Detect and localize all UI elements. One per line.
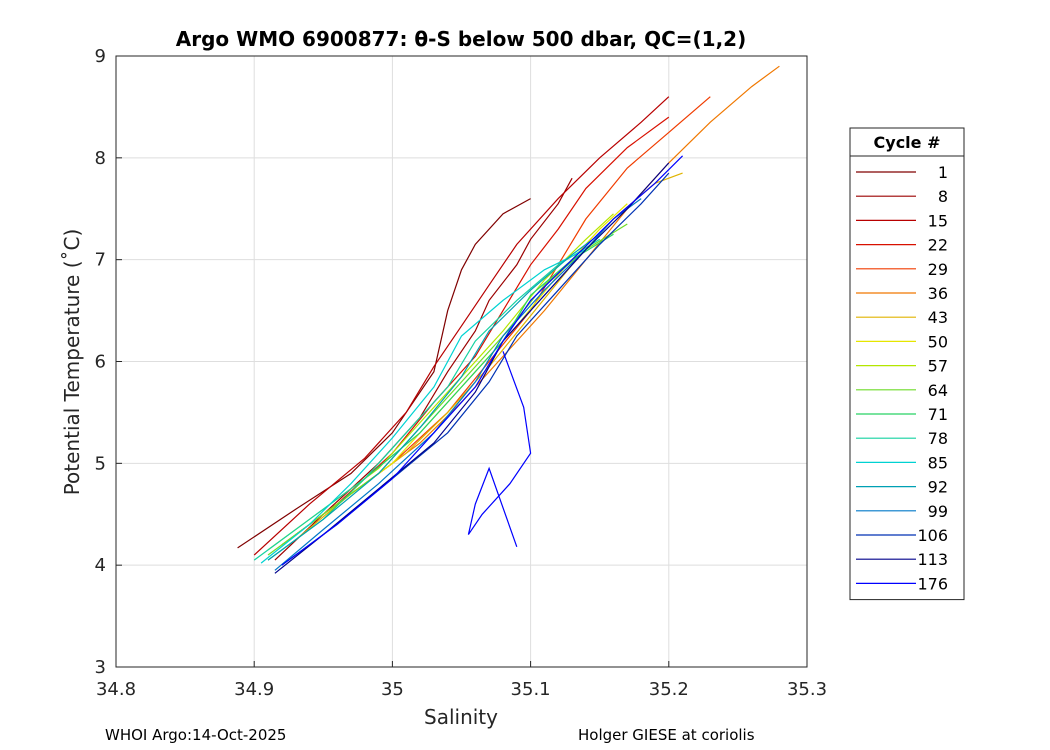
legend-title: Cycle #	[874, 133, 941, 152]
legend-label-43: 43	[928, 308, 948, 327]
legend-label-29: 29	[928, 260, 948, 279]
series-line-71	[267, 233, 614, 561]
legend-label-8: 8	[938, 187, 948, 206]
series-tail-176	[467, 351, 532, 547]
legend-label-15: 15	[928, 211, 948, 230]
series-line-1	[237, 198, 531, 549]
series-line-8	[274, 177, 573, 561]
series-line-113	[274, 162, 670, 574]
series-line-176	[281, 155, 684, 566]
legend-label-85: 85	[928, 453, 948, 472]
x-tick-label: 35.2	[649, 679, 689, 700]
x-tick-label: 34.8	[96, 679, 136, 700]
footer-left: WHOI Argo:14-Oct-2025	[105, 726, 287, 744]
legend-label-57: 57	[928, 357, 948, 376]
series-line-36	[309, 65, 780, 525]
y-tick-label: 6	[95, 352, 106, 373]
series-line-85	[260, 248, 587, 564]
legend-label-64: 64	[928, 381, 948, 400]
y-axis-label: Potential Temperature (˚C)	[60, 229, 84, 496]
legend-label-71: 71	[928, 405, 948, 424]
legend-label-99: 99	[928, 502, 948, 521]
legend-label-36: 36	[928, 284, 948, 303]
plot-area: 34.8 34.9 35 35.1 35.2 35.3 3 4 5 6 7 8 9	[95, 46, 827, 700]
axes-frame	[115, 55, 808, 668]
y-tick-label: 4	[95, 555, 106, 576]
y-tick-label: 9	[95, 46, 106, 67]
y-tick-label: 3	[95, 657, 106, 678]
footer-right: Holger GIESE at coriolis	[578, 726, 755, 744]
legend-label-106: 106	[917, 526, 948, 545]
series-line-22	[281, 116, 670, 546]
x-tick-label: 35.1	[511, 679, 551, 700]
x-tick-label: 35	[381, 679, 404, 700]
legend-label-78: 78	[928, 429, 948, 448]
legend-label-113: 113	[917, 550, 948, 569]
legend-box	[849, 127, 965, 601]
y-tick-label: 5	[95, 453, 106, 474]
series-line-99	[274, 198, 642, 571]
y-tick-label: 7	[95, 250, 106, 271]
x-tick-label: 35.3	[787, 679, 827, 700]
legend-label-92: 92	[928, 478, 948, 497]
x-tick-label: 34.9	[234, 679, 274, 700]
legend-label-22: 22	[928, 236, 948, 255]
y-tick-label: 8	[95, 148, 106, 169]
chart-title: Argo WMO 6900877: θ-S below 500 dbar, QC…	[176, 27, 746, 51]
x-axis-label: Salinity	[424, 705, 498, 729]
legend-label-176: 176	[917, 574, 948, 593]
legend-label-50: 50	[928, 332, 948, 351]
series-line-15	[253, 96, 670, 556]
legend-label-1: 1	[938, 163, 948, 182]
series-line-92	[267, 233, 601, 561]
legend: Cycle # 1 8 15 22 29 36 43 50 57 64 71 78 85 92 99 106 11…	[849, 127, 965, 601]
